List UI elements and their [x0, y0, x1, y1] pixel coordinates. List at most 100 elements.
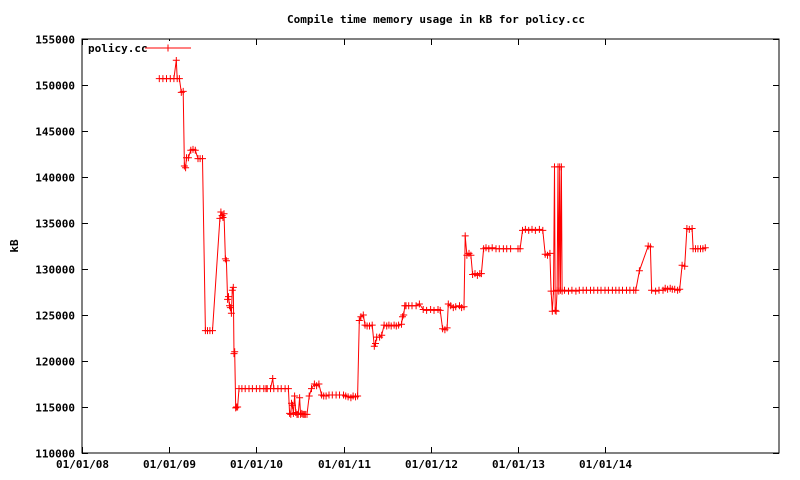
data-point [199, 155, 206, 163]
data-point [688, 225, 696, 232]
data-point [557, 163, 565, 171]
y-tick-label: 150000 [35, 80, 75, 93]
data-point [284, 385, 292, 393]
data-point [552, 307, 560, 315]
data-point [289, 401, 296, 409]
data-point [525, 226, 533, 234]
data-point [568, 286, 576, 294]
legend-box [84, 41, 194, 57]
data-point [368, 321, 376, 329]
data-point [461, 232, 469, 240]
y-tick-label: 115000 [35, 402, 75, 415]
data-point [535, 225, 543, 233]
plot-area-frame [81, 38, 780, 454]
data-point [296, 394, 304, 402]
y-tick-label: 125000 [35, 310, 75, 323]
data-point [221, 255, 229, 263]
data-point [175, 75, 183, 83]
data-point [372, 340, 379, 347]
data-point [519, 226, 526, 234]
y-tick-label: 135000 [35, 218, 75, 231]
data-point [322, 392, 330, 400]
data-point [217, 208, 225, 216]
data-point [226, 304, 234, 312]
x-tick-label: 01/01/08 [56, 458, 109, 471]
y-axis: 110000 115000 120000 125000 130000 135000 1400… [35, 34, 779, 461]
data-point [516, 245, 524, 253]
data-point [234, 403, 242, 411]
data-point [531, 226, 539, 234]
y-tick-label: 130000 [35, 264, 75, 277]
data-point [477, 270, 485, 278]
data-point [269, 375, 277, 382]
data-series-policy-cc [155, 56, 709, 418]
data-point [565, 287, 572, 295]
data-point [315, 380, 323, 388]
data-point [180, 162, 188, 170]
data-point [561, 286, 568, 294]
legend-label: policy.cc [88, 42, 148, 55]
data-point [632, 286, 640, 294]
data-point [546, 249, 554, 257]
data-point [378, 331, 386, 339]
data-point [423, 306, 431, 314]
data-point [652, 287, 660, 295]
legend-marker [164, 44, 172, 52]
data-point [400, 311, 408, 319]
data-point [398, 320, 405, 328]
x-tick-label: 01/01/14 [579, 458, 632, 471]
data-point [219, 214, 227, 221]
data-point [572, 287, 580, 295]
data-point [222, 257, 230, 265]
data-point [551, 306, 559, 314]
data-point [354, 392, 362, 400]
data-point [399, 313, 406, 321]
data-point [182, 164, 190, 172]
data-point [507, 245, 515, 253]
x-tick-label: 01/01/10 [230, 458, 283, 471]
data-point [355, 317, 363, 324]
data-point [291, 392, 299, 400]
data-point [521, 225, 529, 233]
data-point [443, 324, 451, 332]
y-tick-label: 110000 [35, 448, 75, 461]
y-axis-label: kB [8, 239, 21, 253]
data-point [305, 392, 313, 400]
data-point [227, 309, 235, 317]
data-point [303, 410, 311, 418]
data-point [676, 285, 684, 293]
data-point [226, 302, 233, 310]
y-tick-label: 155000 [35, 34, 75, 47]
data-point [701, 244, 709, 252]
y-tick-label: 145000 [35, 126, 75, 139]
data-point [528, 225, 536, 233]
data-point [415, 300, 423, 308]
x-tick-label: 01/01/11 [318, 458, 371, 471]
data-point [191, 146, 199, 154]
data-point [635, 267, 643, 275]
data-point [231, 348, 239, 356]
data-point [209, 327, 216, 335]
data-point [436, 306, 444, 314]
data-point [427, 306, 435, 313]
series-line [159, 60, 706, 416]
data-point [488, 244, 496, 252]
data-point [179, 87, 187, 95]
data-point [230, 350, 238, 358]
y-tick-label: 140000 [35, 172, 75, 185]
x-tick-label: 01/01/12 [405, 458, 458, 471]
data-point [539, 226, 547, 234]
x-tick-label: 01/01/13 [492, 458, 545, 471]
data-point [681, 262, 689, 270]
data-point [648, 286, 656, 294]
legend: policy.cc [84, 41, 194, 57]
data-point [412, 302, 420, 310]
data-point [646, 243, 654, 251]
x-axis: 01/01/08 01/01/09 01/01/10 01/01/11 01/01/12… [56, 39, 632, 471]
x-tick-label: 01/01/09 [143, 458, 196, 471]
data-point [184, 154, 192, 162]
y-tick-label: 120000 [35, 356, 75, 369]
data-point [225, 293, 232, 301]
data-point [308, 385, 315, 393]
